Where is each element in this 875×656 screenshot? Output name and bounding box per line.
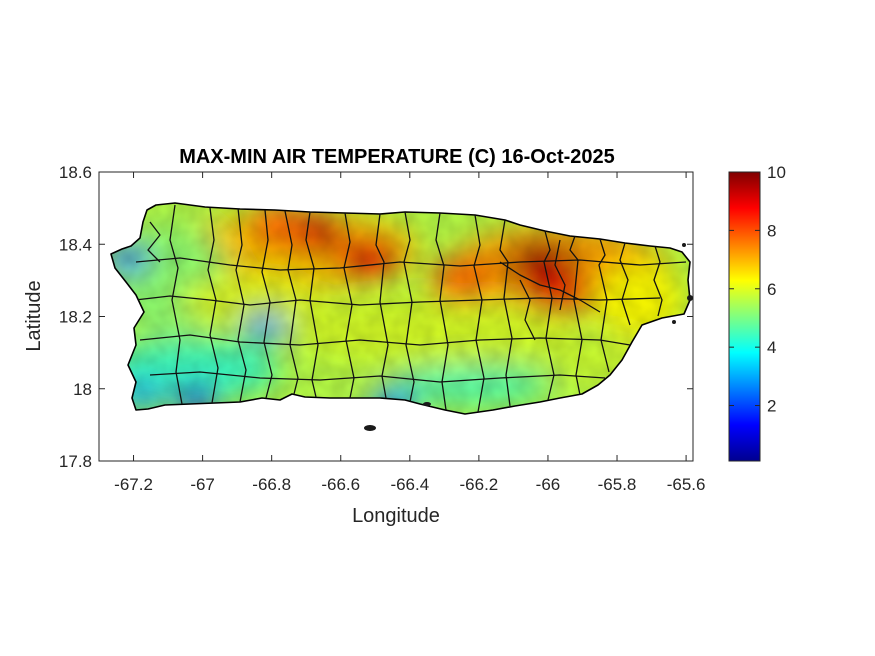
municipality-line-0 [134,295,661,306]
islet-3 [687,295,693,301]
municipality-line-13 [435,212,449,411]
colorbar-ticks: 2 4 6 8 10 [729,163,786,416]
islet-4 [672,320,676,324]
municipality-line-3 [149,371,606,383]
colorbar-tick-label: 4 [767,338,776,357]
islet-1 [423,402,431,406]
offshore-islets [364,243,693,431]
municipality-line-8 [284,210,299,395]
y-tick-label: 18.4 [59,235,92,254]
municipality-line-5 [207,207,219,404]
municipality-line-18 [598,238,610,373]
municipality-line-22 [554,239,566,311]
x-tick-label: -65.8 [598,475,637,494]
islet-2 [682,243,686,247]
municipality-line-21 [499,261,601,313]
municipality-line-19 [619,242,631,326]
x-tick-label: -66.6 [321,475,360,494]
colorbar-tick-label: 2 [767,397,776,416]
x-axis-ticks: -67.2 -67 -66.8 -66.6 -66.4 -66.2 -66 -65.8 -65.… [114,172,705,494]
colorbar [728,171,761,462]
municipality-line-1 [139,334,631,346]
municipality-line-16 [543,230,555,401]
municipality-line-24 [147,221,161,263]
x-axis-label: Longitude [352,505,440,527]
y-tick-label: 18.2 [59,308,92,327]
x-tick-label: -67.2 [114,475,153,494]
municipality-line-10 [343,212,355,399]
y-axis-label: Latitude [23,280,45,351]
colorbar-tick-label: 8 [767,221,776,240]
municipality-line-11 [375,213,389,399]
municipality-line-12 [403,211,415,403]
colorbar-tick-label: 10 [767,163,786,182]
x-tick-label: -67 [190,475,215,494]
municipality-line-6 [235,207,247,403]
municipality-line-14 [473,214,485,413]
x-tick-label: -66.2 [460,475,499,494]
chart-title: MAX-MIN AIR TEMPERATURE (C) 16-Oct-2025 [179,146,615,168]
x-tick-label: -66 [536,475,561,494]
x-tick-label: -66.4 [390,475,429,494]
municipality-boundaries [134,204,687,413]
y-tick-label: 18.6 [59,163,92,182]
y-axis-ticks: 17.8 18 18.2 18.4 18.6 [59,163,693,471]
island-coastline [110,202,691,415]
x-tick-label: -66.8 [252,475,291,494]
islet-0 [364,425,376,431]
municipality-line-20 [653,245,663,317]
municipality-line-7 [261,209,273,399]
municipality-line-15 [499,219,513,407]
y-tick-label: 18 [73,380,92,399]
x-tick-label: -65.6 [667,475,706,494]
y-tick-label: 17.8 [59,452,92,471]
colorbar-tick-label: 6 [767,280,776,299]
municipality-line-4 [169,204,183,405]
municipality-line-2 [135,257,687,271]
municipality-line-17 [569,235,583,396]
temperature-field [111,203,690,414]
municipality-line-23 [519,279,536,341]
municipality-line-9 [305,211,319,398]
